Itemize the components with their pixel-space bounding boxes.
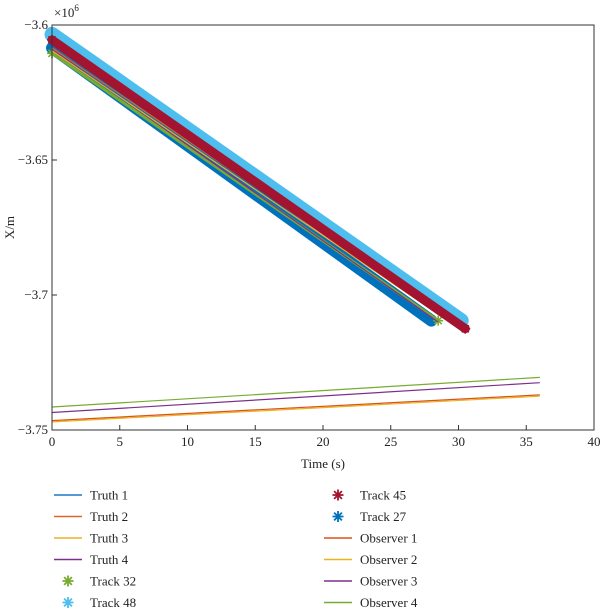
x-tick-label: 20: [317, 434, 330, 449]
legend-item-observer-4: Observer 4: [324, 595, 418, 610]
x-tick-label: 25: [384, 434, 397, 449]
legend-label: Truth 2: [90, 509, 128, 524]
x-tick-label: 40: [588, 434, 600, 449]
legend-label: Truth 3: [90, 531, 128, 546]
legend-item-truth-4: Truth 4: [54, 552, 129, 567]
y-axis-exponent: ×106: [54, 3, 79, 20]
series-line-observer-4: [52, 377, 540, 407]
legend-label: Truth 4: [90, 552, 129, 567]
series-track-track-45: [52, 40, 465, 329]
y-tick-label: −3.6: [24, 17, 48, 32]
x-tick-label: 35: [520, 434, 533, 449]
x-tick-label: 30: [452, 434, 465, 449]
legend-label: Track 27: [360, 509, 407, 524]
legend-item-track-45: Track 45: [333, 488, 407, 503]
x-tick-label: 0: [49, 434, 56, 449]
legend-label: Track 45: [360, 488, 406, 503]
legend-item-truth-3: Truth 3: [54, 531, 128, 546]
y-tick-label: −3.65: [18, 152, 48, 167]
y-axis-title: X/m: [2, 216, 17, 239]
y-tick-label: −3.7: [24, 287, 48, 302]
legend-label: Truth 1: [90, 488, 128, 503]
y-axis-exponent-base: ×10: [54, 5, 74, 20]
legend-item-observer-3: Observer 3: [324, 574, 417, 589]
legend-item-truth-2: Truth 2: [54, 509, 128, 524]
legend-item-track-32: Track 32: [63, 574, 137, 589]
legend-label: Track 32: [90, 574, 136, 589]
legend-marker: [333, 511, 344, 522]
legend-item-truth-1: Truth 1: [54, 488, 128, 503]
x-tick-label: 10: [181, 434, 194, 449]
legend: Truth 1 Truth 2 Truth 3 Truth 4 Track 32 Trac…: [54, 488, 418, 611]
legend-marker: [63, 597, 74, 608]
y-axis-exponent-power: 6: [74, 3, 79, 13]
legend-label: Observer 1: [360, 531, 417, 546]
legend-item-track-48: Track 48: [63, 595, 137, 610]
legend-item-observer-1: Observer 1: [324, 531, 417, 546]
legend-item-observer-2: Observer 2: [324, 552, 417, 567]
x-axis-title: Time (s): [301, 456, 345, 471]
chart-marks: [47, 29, 540, 421]
legend-marker: [63, 576, 74, 587]
legend-label: Track 48: [90, 595, 136, 610]
legend-label: Observer 3: [360, 574, 417, 589]
track-marker-track-45: [460, 324, 470, 334]
legend-label: Observer 4: [360, 595, 418, 610]
legend-label: Observer 2: [360, 552, 417, 567]
series-line-observer-2: [52, 396, 540, 422]
x-tick-label: 15: [249, 434, 262, 449]
legend-marker: [333, 490, 344, 501]
legend-item-track-27: Track 27: [333, 509, 407, 524]
x-tick-label: 5: [117, 434, 124, 449]
y-tick-label: −3.75: [18, 422, 48, 437]
